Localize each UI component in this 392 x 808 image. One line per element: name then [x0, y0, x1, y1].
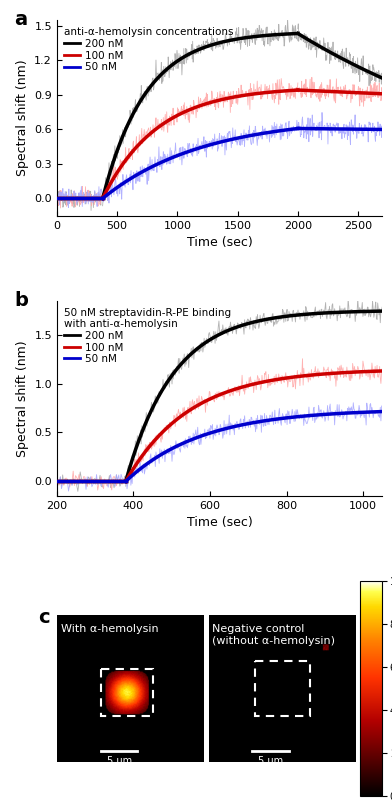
X-axis label: Time (sec): Time (sec): [187, 516, 252, 529]
Text: a: a: [15, 11, 28, 29]
Bar: [255, 661, 310, 716]
Legend: 200 nM, 100 nM, 50 nM: 200 nM, 100 nM, 50 nM: [62, 25, 236, 74]
Legend: 200 nM, 100 nM, 50 nM: 200 nM, 100 nM, 50 nM: [62, 305, 233, 366]
X-axis label: Time (sec): Time (sec): [187, 236, 252, 249]
Text: 5 μm: 5 μm: [107, 756, 132, 767]
Y-axis label: Spectral shift (nm): Spectral shift (nm): [16, 340, 29, 457]
Text: 5 μm: 5 μm: [258, 756, 283, 767]
Text: Negative control
(without α-hemolysin): Negative control (without α-hemolysin): [212, 624, 335, 646]
Text: c: c: [38, 608, 49, 627]
Y-axis label: Spectral shift (nm): Spectral shift (nm): [16, 60, 29, 176]
Bar: [101, 668, 154, 716]
Text: b: b: [15, 291, 28, 309]
Text: With α-hemolysin: With α-hemolysin: [60, 624, 158, 634]
